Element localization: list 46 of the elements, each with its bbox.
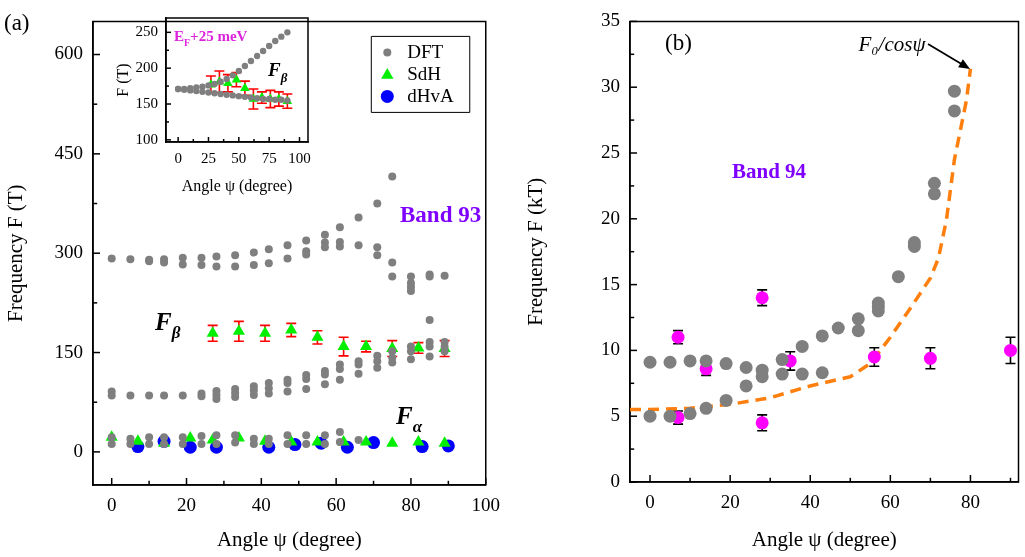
y-tick-label: 0 bbox=[73, 439, 83, 461]
legend-label: SdH bbox=[407, 63, 442, 85]
legend-label: DFT bbox=[407, 41, 444, 63]
y-tick-label: 30 bbox=[601, 75, 620, 97]
legend-label: dHvA bbox=[407, 85, 455, 107]
x-tick-label: 100 bbox=[471, 494, 500, 516]
annotation: Band 94 bbox=[732, 159, 807, 183]
x-tick-label: 60 bbox=[880, 491, 900, 513]
annotation: F₀/cosψ bbox=[857, 31, 927, 56]
x-tick-label: 0 bbox=[645, 491, 655, 513]
x-tick-label: 0 bbox=[106, 494, 117, 516]
y-tick-label: 150 bbox=[54, 340, 83, 362]
x-tick-label: 100 bbox=[288, 149, 311, 166]
x-axis-title: Angle ψ (degree) bbox=[216, 526, 362, 551]
y-tick-label: 300 bbox=[54, 241, 83, 263]
annotation: (b) bbox=[665, 30, 692, 55]
x-tick-label: 60 bbox=[326, 494, 346, 516]
x-tick-label: 20 bbox=[177, 494, 197, 516]
text: (a) bbox=[4, 10, 30, 35]
y-tick-label: 150 bbox=[135, 94, 158, 111]
y-axis-title: Frequency F (T) bbox=[3, 184, 28, 323]
x-tick-label: 25 bbox=[200, 149, 216, 166]
x-tick-label: 80 bbox=[401, 494, 421, 516]
x-axis-title: Angle ψ (degree) bbox=[181, 176, 293, 195]
y-tick-label: 15 bbox=[601, 272, 620, 294]
y-tick-label: 600 bbox=[54, 42, 83, 64]
y-tick-label: 100 bbox=[135, 130, 158, 147]
x-tick-label: 80 bbox=[960, 491, 980, 513]
y-tick-label: 200 bbox=[135, 59, 158, 76]
y-tick-label: 35 bbox=[601, 9, 620, 31]
y-tick-label: 5 bbox=[610, 404, 620, 426]
x-tick-label: 20 bbox=[720, 491, 740, 513]
y-tick-label: 0 bbox=[610, 469, 620, 491]
x-tick-label: 75 bbox=[261, 149, 277, 166]
annotation: Band 93 bbox=[400, 202, 482, 227]
y-axis-title: Frequency F (kT) bbox=[523, 177, 548, 326]
x-tick-label: 0 bbox=[174, 149, 182, 166]
x-tick-label: 40 bbox=[800, 491, 820, 513]
x-axis-title: Angle ψ (degree) bbox=[751, 526, 897, 551]
y-axis-title: F (T) bbox=[113, 63, 132, 97]
y-tick-label: 10 bbox=[601, 338, 620, 360]
x-tick-label: 50 bbox=[231, 149, 247, 166]
y-tick-label: 20 bbox=[601, 206, 620, 228]
y-tick-label: 250 bbox=[135, 23, 158, 40]
y-tick-label: 450 bbox=[54, 141, 83, 163]
x-tick-label: 40 bbox=[251, 494, 271, 516]
